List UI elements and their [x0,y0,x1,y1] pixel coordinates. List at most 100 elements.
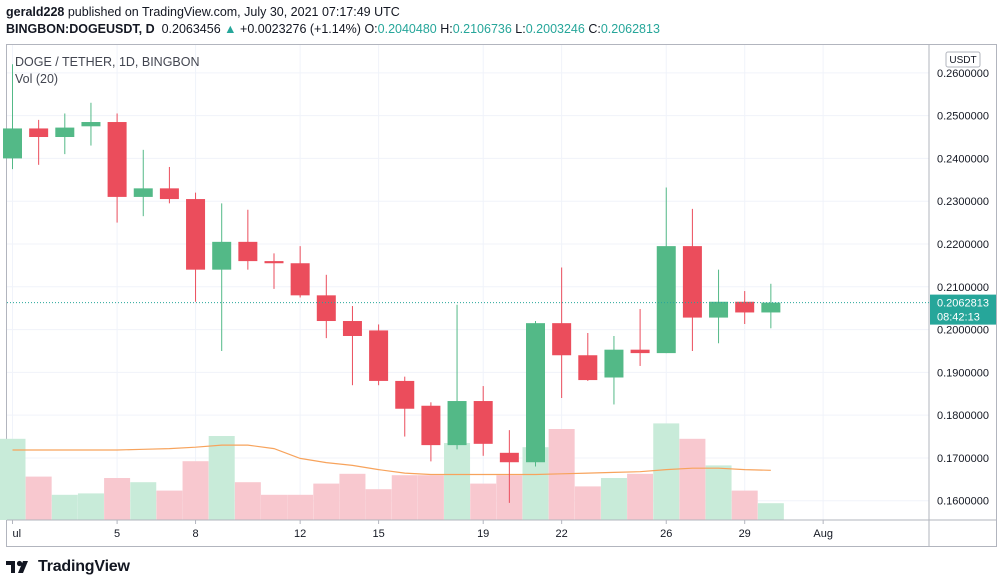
date-tick-label: Aug [813,528,833,540]
chart-title[interactable]: DOGE / TETHER, 1D, BINGBON [15,55,200,69]
volume-bar [757,503,784,520]
candle-body [421,405,441,446]
volume-bar [731,490,758,520]
countdown-label: 08:42:13 [937,312,980,324]
last-price-tag [930,294,996,325]
price-tick-label: 0.1800000 [937,410,989,422]
candle-body [159,188,179,200]
price-tick-label: 0.1900000 [937,367,989,379]
candle-body [682,246,702,318]
candle [526,321,545,467]
volume-bar [234,482,261,520]
candle [578,332,598,381]
low-value: 0.2003246 [525,22,585,36]
date-tick-label: 29 [739,528,751,540]
candle-body [316,295,336,322]
candle [395,376,415,437]
volume-bar [25,476,52,520]
candle [604,335,624,405]
volume-bars [0,423,784,520]
candle [107,113,127,223]
date-tick-label: 22 [556,528,568,540]
chart-legend: DOGE / TETHER, 1D, BINGBON Vol (20) [15,54,200,88]
volume-bar [679,438,706,520]
candle-body [473,401,493,444]
candle [552,267,572,399]
candle [3,64,22,170]
date-tick-label: 15 [372,528,384,540]
candle [316,274,336,339]
price-tick-label: 0.1600000 [937,496,989,508]
candle [290,246,310,298]
candle-body [499,452,519,463]
close-label: C: [588,22,601,36]
candle [264,253,284,289]
candle-body [3,128,22,159]
price-tick-label: 0.2100000 [937,282,989,294]
date-tick-label: 8 [192,528,198,540]
candle [735,291,755,325]
volume-bar [313,483,340,520]
candle [656,187,676,354]
low-label: L: [515,22,526,36]
candle-body [604,349,624,378]
tradingview-logo-icon [6,560,28,573]
date-tick-label: 12 [294,528,306,540]
date-tick-label: ul [13,528,22,540]
chart-frame [6,44,997,547]
candle-body [369,330,389,381]
candle [29,119,49,165]
candle-body [656,246,676,354]
candle [342,306,362,386]
price-tick-label: 0.2500000 [937,111,989,123]
candle-body [761,302,781,313]
candle-body [81,122,101,127]
date-tick-label: 26 [660,528,672,540]
price-change: +0.0023276 (+1.14%) [240,22,361,36]
volume-bar [208,436,235,520]
volume-legend[interactable]: Vol (20) [15,72,59,86]
volume-bar [417,475,444,520]
price-tick-label: 0.1700000 [937,453,989,465]
volume-bar [391,475,418,520]
last-price: 0.2063456 [161,22,221,36]
high-value: 0.2106736 [452,22,512,36]
candle-body [342,321,362,336]
candle-body [578,355,598,381]
candle [369,324,389,386]
high-label: H: [440,22,453,36]
candle [447,304,467,450]
volume-bar [470,483,497,520]
candle [133,149,153,217]
candle-body [29,128,49,138]
candle-body [107,122,127,197]
open-label: O: [364,22,378,36]
candle [682,208,702,351]
volume-bar [365,489,392,520]
candle [238,209,258,270]
candles [3,64,781,503]
published-text: published on TradingView.com, July 30, 2… [67,5,400,19]
footer: TradingView [6,557,130,577]
date-tick-label: 5 [114,528,120,540]
close-value: 0.2062813 [600,22,660,36]
volume-bar [51,494,78,520]
volume-ma-line [12,444,771,476]
tradingview-brand[interactable]: TradingView [38,558,130,575]
volume-bar [627,473,654,520]
axes: 0.1600000 0.1700000 0.1800000 0.1900000 0.20… [7,45,996,546]
candle-body [526,323,545,463]
candle [499,430,519,503]
candle-body [55,127,75,138]
candle [55,113,75,155]
volume-bar [0,438,26,520]
author-name[interactable]: gerald228 [6,5,65,19]
volume-bar [104,478,131,520]
candle [212,203,232,351]
candle-body [238,241,258,262]
volume-ma [12,444,771,476]
price-tick-label: 0.2600000 [937,68,989,80]
change-up-icon: ▲ [224,22,237,36]
open-value: 0.2040480 [377,22,437,36]
